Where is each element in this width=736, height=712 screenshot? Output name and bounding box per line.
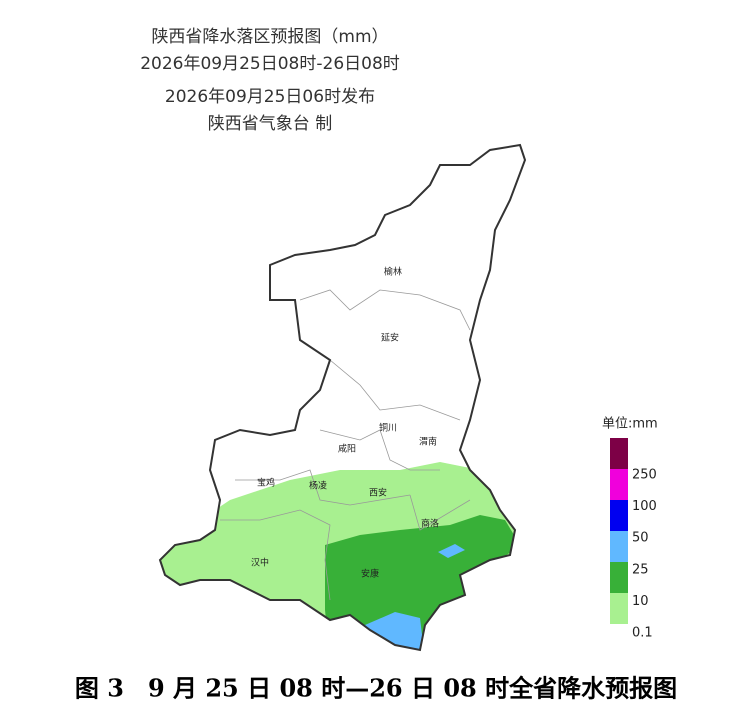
period: 2026年09月25日08时-26日08时 bbox=[140, 54, 400, 74]
legend-label: 250 bbox=[632, 468, 657, 483]
legend-label: 100 bbox=[632, 499, 657, 514]
city-label: 宝鸡 bbox=[257, 477, 275, 489]
legend: 250 100 50 25 10 0.1 bbox=[610, 438, 657, 641]
city-label: 商洛 bbox=[421, 518, 439, 530]
legend-label: 0.1 bbox=[632, 626, 653, 641]
issued: 2026年09月25日06时发布 bbox=[165, 87, 375, 107]
province-outline bbox=[158, 143, 527, 652]
legend-label: 50 bbox=[632, 531, 649, 546]
city-label: 西安 bbox=[369, 487, 387, 499]
legend-title: 单位:mm bbox=[602, 417, 658, 432]
city-label: 咸阳 bbox=[338, 443, 356, 455]
city-label: 榆林 bbox=[384, 266, 402, 278]
city-label: 安康 bbox=[361, 568, 379, 580]
issuer: 陕西省气象台 制 bbox=[208, 114, 332, 134]
rain-area bbox=[438, 544, 465, 558]
legend-label: 25 bbox=[632, 562, 649, 577]
legend-label: 10 bbox=[632, 594, 649, 609]
boundaries bbox=[220, 289, 471, 601]
city-label: 铜川 bbox=[379, 422, 397, 434]
city-label: 汉中 bbox=[251, 557, 269, 569]
legend-swatch bbox=[610, 531, 628, 562]
legend-swatch bbox=[610, 438, 628, 469]
legend-swatch bbox=[610, 593, 628, 624]
legend-swatch bbox=[610, 469, 628, 500]
legend-swatch bbox=[610, 562, 628, 593]
caption: 图 3 9 月 25 日 08 时—26 日 08 时全省降水预报图 bbox=[75, 674, 677, 703]
city-label: 杨凌 bbox=[309, 480, 327, 492]
legend-swatch bbox=[610, 500, 628, 531]
city-label: 渭南 bbox=[419, 436, 437, 448]
city-label: 延安 bbox=[381, 332, 399, 344]
rain-areas bbox=[160, 462, 525, 650]
title: 陕西省降水落区预报图（mm） bbox=[151, 27, 388, 47]
